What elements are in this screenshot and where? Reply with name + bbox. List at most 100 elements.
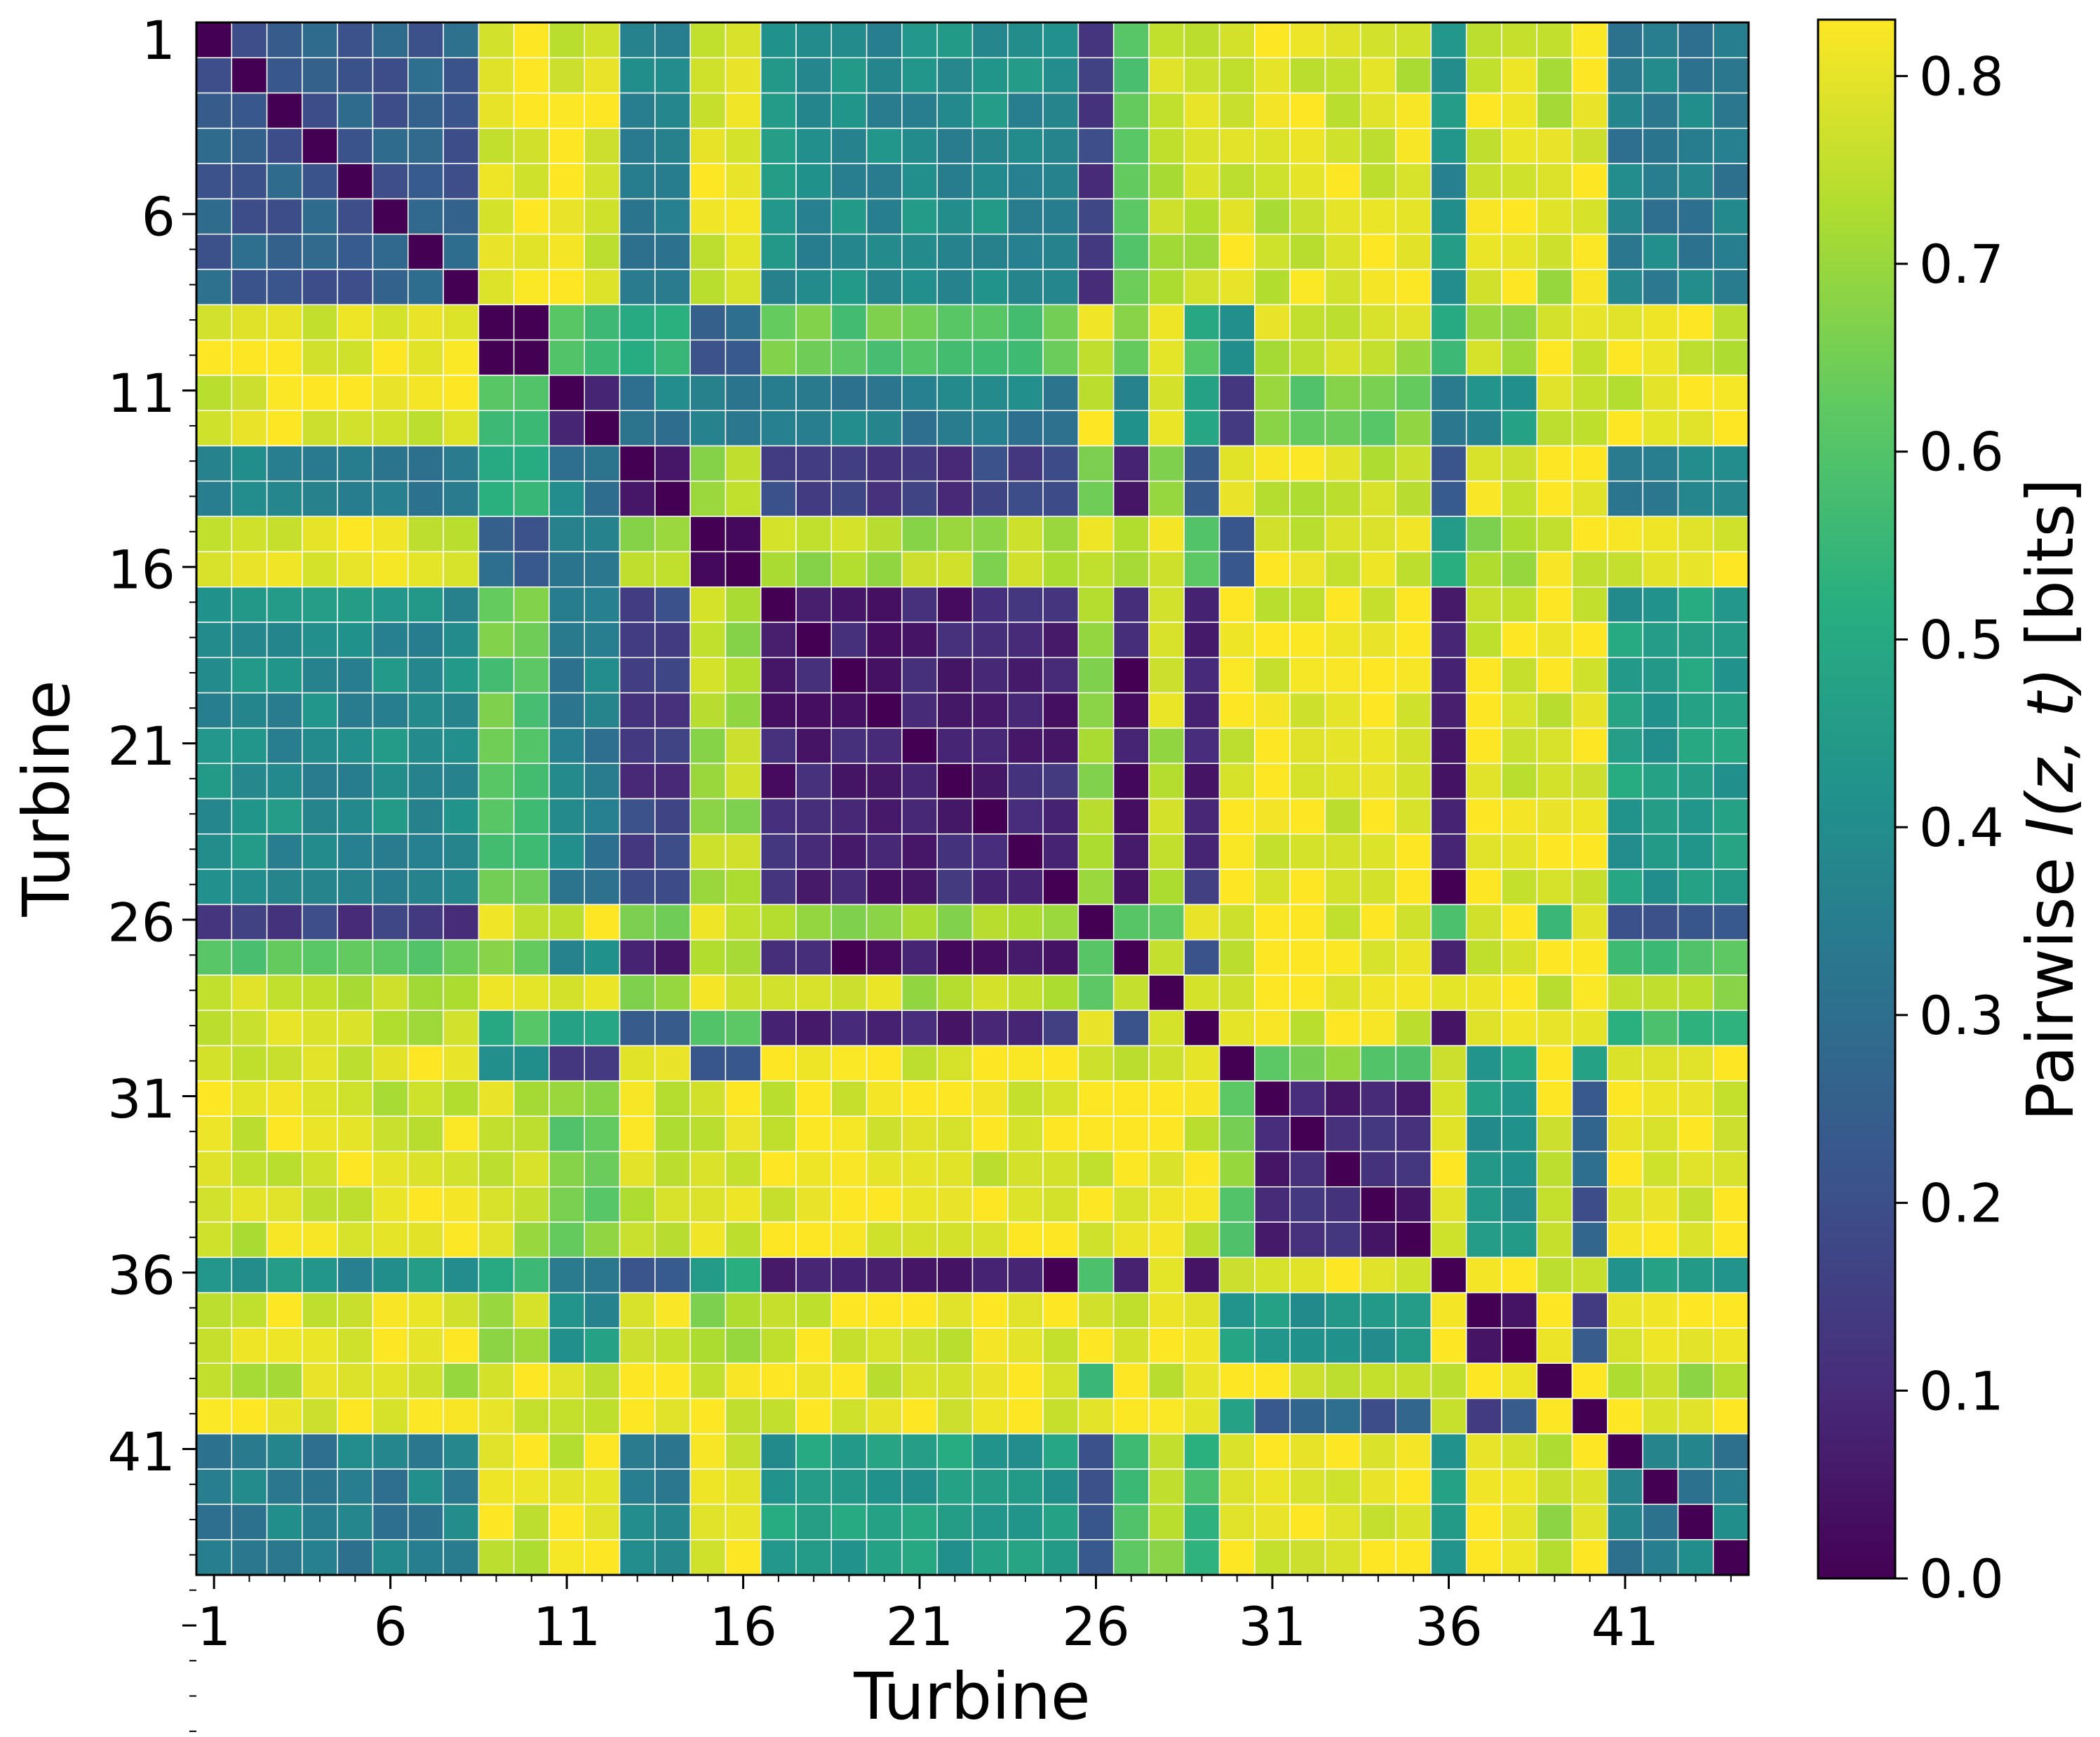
heatmap-cell [1360, 1256, 1396, 1294]
heatmap-cell [1642, 1221, 1679, 1259]
heatmap-cell [1536, 375, 1573, 412]
heatmap-cell [548, 198, 586, 235]
heatmap-cell [1112, 692, 1150, 729]
heatmap-cell [936, 1503, 974, 1541]
heatmap-cell [1712, 1292, 1749, 1329]
heatmap-cell [1395, 304, 1432, 341]
heatmap-cell [1289, 516, 1326, 553]
heatmap-cell [1218, 339, 1256, 376]
heatmap-cell [1112, 1010, 1150, 1047]
heatmap-cell [1042, 22, 1079, 59]
heatmap-cell [619, 1538, 656, 1576]
heatmap-cell [830, 516, 868, 553]
heatmap-cell [1430, 22, 1467, 59]
heatmap-cell [1148, 833, 1185, 870]
heatmap-cell [266, 375, 303, 412]
heatmap-cell [971, 1221, 1009, 1259]
heatmap-cell [1324, 1503, 1361, 1541]
heatmap-cell [901, 1292, 938, 1329]
heatmap-cell [1218, 1327, 1256, 1364]
heatmap-cell [830, 128, 868, 164]
y-tick-label: 36 [107, 1244, 175, 1306]
heatmap-cell [1536, 1256, 1573, 1294]
heatmap-cell [231, 974, 268, 1012]
heatmap-cell [1254, 1468, 1291, 1505]
heatmap-cell [196, 304, 233, 341]
heatmap-cell [1607, 1080, 1643, 1117]
heatmap-cell [1148, 304, 1185, 341]
heatmap-cell [408, 269, 444, 306]
heatmap-cell [830, 974, 868, 1012]
heatmap-cell [584, 1397, 621, 1435]
heatmap-cell [866, 1045, 903, 1082]
heatmap-cell [1148, 92, 1185, 129]
heatmap-cell [1007, 939, 1044, 976]
heatmap-cell [1430, 1256, 1467, 1294]
heatmap-cell [196, 622, 233, 659]
heatmap-cell [689, 516, 727, 553]
heatmap-cell [1007, 1327, 1044, 1364]
heatmap-cell [1607, 1256, 1643, 1294]
heatmap-cell [1007, 269, 1044, 306]
heatmap-cell [408, 516, 444, 553]
heatmap-cell [513, 198, 550, 235]
heatmap-cell [1607, 868, 1643, 906]
heatmap-cell [408, 939, 444, 976]
heatmap-cell [408, 92, 444, 129]
heatmap-cell [196, 692, 233, 729]
heatmap-cell [1712, 1468, 1749, 1505]
heatmap-cell [584, 586, 621, 623]
heatmap-cell [1607, 1538, 1643, 1576]
heatmap-cell [196, 445, 233, 482]
heatmap-cell [1536, 1221, 1573, 1259]
heatmap-cell [513, 128, 550, 164]
heatmap-cell [196, 1115, 233, 1153]
heatmap-cell [654, 57, 691, 94]
heatmap-cell [372, 727, 409, 764]
heatmap-cell [901, 22, 938, 59]
heatmap-cell [548, 1045, 586, 1082]
heatmap-cell [584, 198, 621, 235]
heatmap-cell [1430, 410, 1467, 447]
heatmap-cell [1042, 727, 1079, 764]
heatmap-cell [1501, 1010, 1537, 1047]
heatmap-cell [1360, 657, 1396, 694]
heatmap-cell [1642, 622, 1679, 659]
heatmap-cell [443, 163, 480, 200]
heatmap-cell [408, 622, 444, 659]
heatmap-cell [1324, 22, 1361, 59]
heatmap-cell [901, 1186, 938, 1223]
heatmap-cell [1642, 1362, 1679, 1400]
heatmap-cell [901, 198, 938, 235]
heatmap-cell [1254, 234, 1291, 270]
heatmap-cell [1360, 1151, 1396, 1188]
heatmap-cell [513, 1433, 550, 1470]
heatmap-cell [1077, 974, 1115, 1012]
heatmap-cell [1183, 234, 1220, 270]
heatmap-cell [266, 198, 303, 235]
heatmap-cell [1254, 410, 1291, 447]
heatmap-cell [1324, 1080, 1361, 1117]
heatmap-cell [302, 727, 338, 764]
heatmap-cell [1465, 833, 1502, 870]
heatmap-cell [1077, 1503, 1115, 1541]
heatmap-cell [901, 974, 938, 1012]
heatmap-cell [1289, 939, 1326, 976]
heatmap-cell [372, 692, 409, 729]
heatmap-cell [654, 1468, 691, 1505]
heatmap-cell [513, 1186, 550, 1223]
heatmap-cell [689, 375, 727, 412]
heatmap-cell [830, 1010, 868, 1047]
heatmap-cell [1148, 1538, 1185, 1576]
heatmap-cell [1007, 1362, 1044, 1400]
heatmap-cell [1677, 269, 1714, 306]
heatmap-cell [1183, 304, 1220, 341]
heatmap-cell [689, 939, 727, 976]
heatmap-cell [1712, 551, 1749, 588]
heatmap-cell [1254, 198, 1291, 235]
heatmap-cell [1042, 516, 1079, 553]
heatmap-cell [1324, 868, 1361, 906]
heatmap-cell [619, 163, 656, 200]
heatmap-cell [337, 304, 374, 341]
heatmap-cell [1430, 1080, 1467, 1117]
